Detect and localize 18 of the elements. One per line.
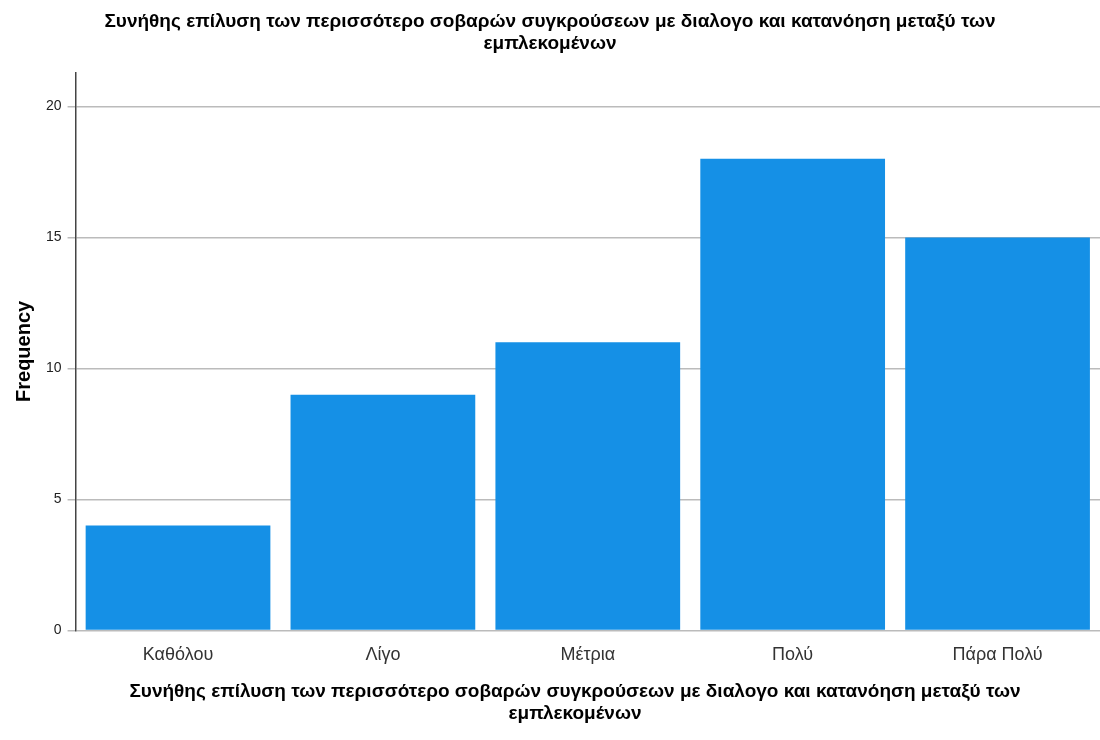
x-axis-title: Συνήθης επίλυση των περισσότερο σοβαρών συγκρούσεων με διαλογο και κατανόηση μεταξύ των εμπλεκομένων <box>128 680 1022 724</box>
y-tick-label: 0 <box>53 621 62 638</box>
x-tick-label: Πολύ <box>772 644 814 665</box>
x-tick-label: Καθόλου <box>142 644 214 665</box>
bar <box>290 394 476 630</box>
y-tick-label: 10 <box>45 359 62 376</box>
bar <box>700 158 886 630</box>
x-tick-label: Μέτρια <box>560 644 616 665</box>
y-tick-label: 15 <box>45 228 62 245</box>
x-tick-label: Λίγο <box>365 644 401 665</box>
y-axis-title: Frequency <box>11 299 34 402</box>
bar <box>85 525 271 630</box>
bar <box>905 237 1090 630</box>
x-tick-label: Πάρα Πολύ <box>952 644 1043 665</box>
y-tick-label: 20 <box>45 97 62 114</box>
chart-title: Συνήθης επίλυση των περισσότερο σοβαρών συγκρούσεων με διαλογο και κατανόηση μεταξύ των εμπλεκομένων <box>103 9 997 55</box>
bar <box>495 342 681 630</box>
y-tick-label: 5 <box>53 490 62 507</box>
